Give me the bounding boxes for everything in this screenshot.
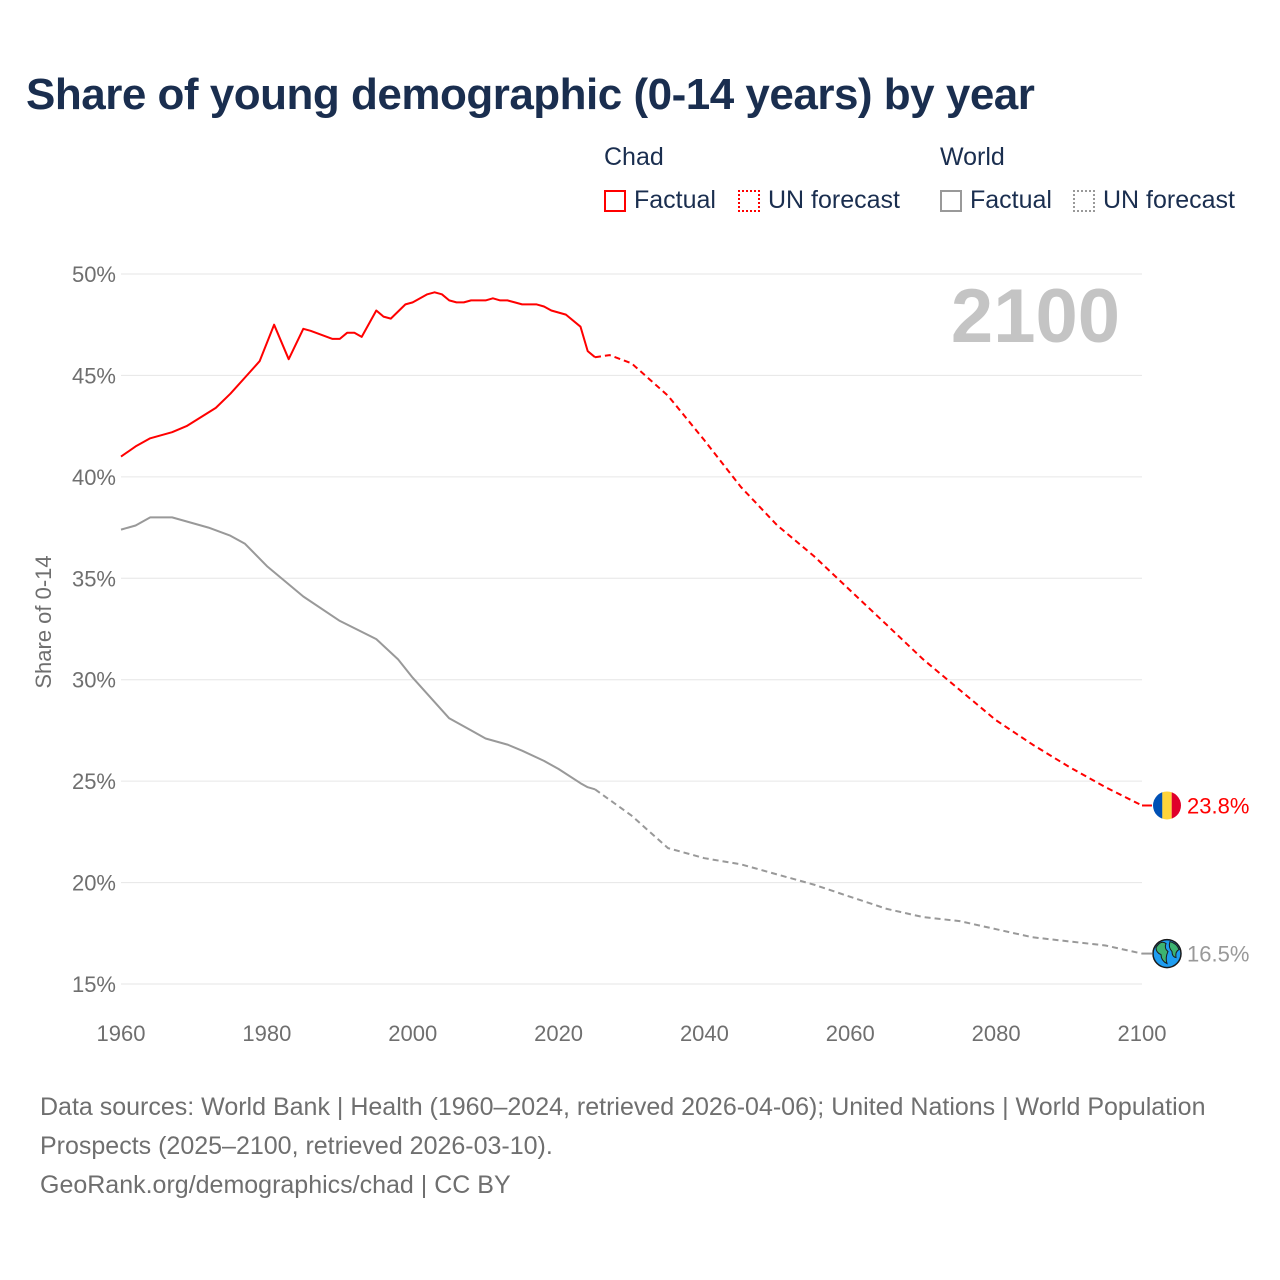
- x-tick-label: 2020: [534, 1021, 583, 1046]
- legend-chad-forecast[interactable]: UN forecast: [738, 186, 900, 215]
- legend-swatch-solid: [604, 189, 626, 212]
- line-chart: 15% 20% 25% 30% 35% 40% 45% 50% 1960 1980 2000 2020…: [31, 262, 1249, 1046]
- series-line-chad-factual: [120, 291, 596, 458]
- x-tick-label: 2100: [1118, 1021, 1167, 1046]
- legend-chad-factual[interactable]: Factual: [604, 186, 716, 215]
- x-tick-label: 2000: [388, 1021, 437, 1046]
- x-tick-label: 2040: [680, 1021, 729, 1046]
- legend-group-world: World: [940, 143, 1005, 171]
- series-line-world-factual: [120, 516, 596, 791]
- y-tick-label: 35%: [72, 566, 116, 591]
- end-value-label: 16.5%: [1187, 942, 1249, 967]
- legend-swatch-dotted: [1073, 189, 1095, 212]
- footer: Data sources: World Bank | Health (1960–…: [40, 1088, 1240, 1205]
- x-tick-label: 1960: [97, 1021, 146, 1046]
- y-tick-label: 25%: [72, 769, 116, 794]
- globe-icon: [1152, 938, 1182, 969]
- y-tick-label: 45%: [72, 363, 116, 388]
- legend-swatch-dotted: [738, 189, 760, 212]
- y-tick-label: 15%: [72, 972, 116, 997]
- legend-label: Factual: [634, 186, 716, 214]
- x-tick-label: 1980: [242, 1021, 291, 1046]
- legend-world-factual[interactable]: Factual: [940, 186, 1052, 215]
- y-tick-label: 30%: [72, 668, 116, 693]
- chart-title: Share of young demographic (0-14 years) …: [26, 70, 1035, 119]
- attribution-link[interactable]: GeoRank.org/demographics/chad | CC BY: [40, 1171, 511, 1199]
- legend-label: Factual: [970, 186, 1052, 214]
- end-value-label: 23.8%: [1187, 793, 1249, 818]
- series-line-chad-un-forecast: [594, 354, 1143, 807]
- x-tick-label: 2080: [972, 1021, 1021, 1046]
- legend-world-forecast[interactable]: UN forecast: [1073, 186, 1235, 215]
- data-sources: Data sources: World Bank | Health (1960–…: [40, 1093, 1206, 1160]
- y-axis-label: Share of 0-14: [31, 555, 56, 688]
- legend-label: UN forecast: [768, 186, 900, 214]
- legend-group-chad: Chad: [604, 143, 664, 171]
- x-tick-label: 2060: [826, 1021, 875, 1046]
- series-line-world-un-forecast: [594, 788, 1143, 955]
- y-tick-label: 50%: [72, 262, 116, 287]
- y-tick-label: 40%: [72, 465, 116, 490]
- legend-swatch-solid: [940, 189, 962, 212]
- legend-label: UN forecast: [1103, 186, 1235, 214]
- y-tick-label: 20%: [72, 871, 116, 896]
- chad-flag-icon: [1153, 791, 1181, 820]
- year-watermark: 2100: [951, 274, 1120, 359]
